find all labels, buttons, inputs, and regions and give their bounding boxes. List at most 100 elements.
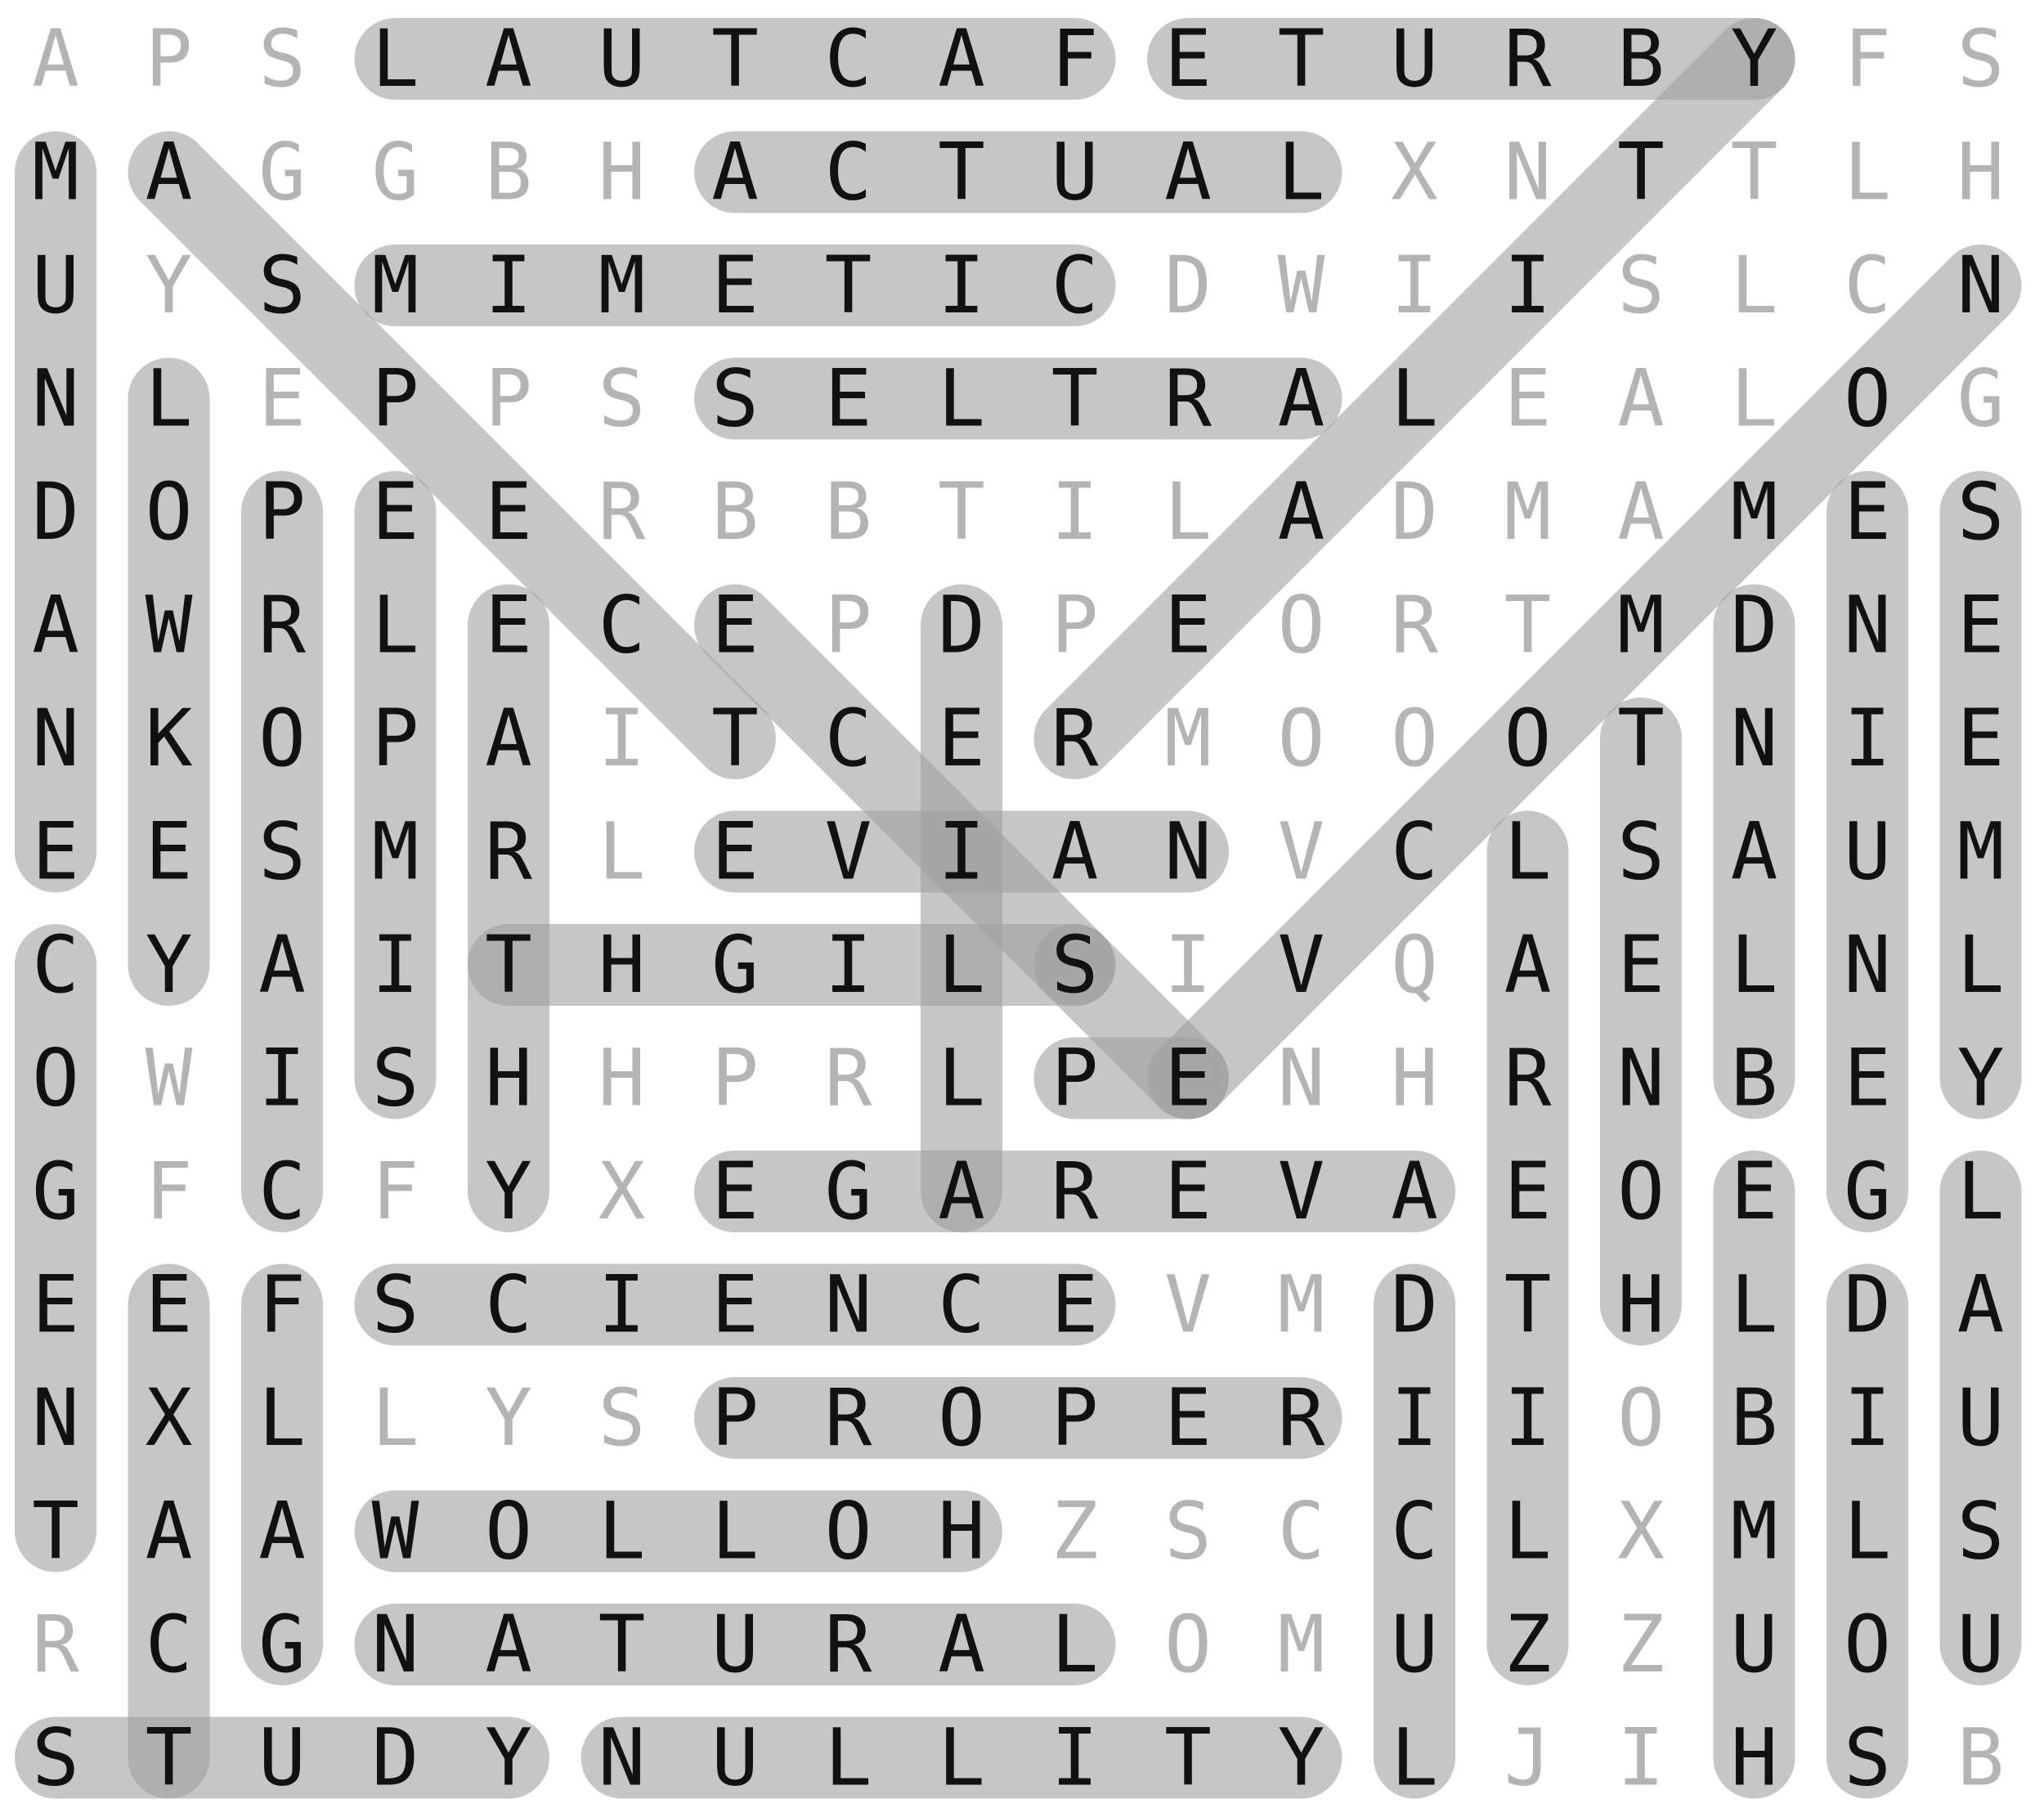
grid-cell[interactable]: L: [1844, 1486, 1891, 1577]
grid-cell[interactable]: V: [1278, 1146, 1325, 1237]
grid-cell[interactable]: E: [1844, 466, 1891, 558]
grid-cell[interactable]: A: [1391, 1146, 1438, 1237]
grid-cell[interactable]: E: [711, 1259, 759, 1351]
grid-cell[interactable]: P: [1051, 580, 1099, 671]
grid-cell[interactable]: M: [372, 806, 419, 898]
grid-cell[interactable]: O: [1844, 353, 1891, 445]
grid-cell[interactable]: M: [1957, 806, 2005, 898]
grid-cell[interactable]: G: [258, 127, 306, 218]
grid-cell[interactable]: I: [485, 240, 532, 331]
grid-cell[interactable]: D: [938, 580, 985, 671]
grid-cell[interactable]: T: [1504, 580, 1552, 671]
grid-cell[interactable]: L: [825, 1712, 872, 1804]
grid-cell[interactable]: U: [32, 240, 79, 331]
grid-cell[interactable]: H: [1391, 1033, 1438, 1124]
grid-cell[interactable]: T: [825, 240, 872, 331]
grid-cell[interactable]: Y: [485, 1712, 532, 1804]
grid-cell[interactable]: S: [598, 353, 646, 445]
grid-cell[interactable]: I: [1051, 466, 1099, 558]
grid-cell[interactable]: E: [485, 580, 532, 671]
grid-cell[interactable]: E: [1164, 13, 1212, 105]
grid-cell[interactable]: T: [1617, 127, 1665, 218]
grid-cell[interactable]: C: [485, 1259, 532, 1351]
grid-cell[interactable]: E: [485, 466, 532, 558]
grid-cell[interactable]: S: [1957, 466, 2005, 558]
grid-cell[interactable]: L: [1731, 1259, 1778, 1351]
grid-cell[interactable]: O: [32, 1033, 79, 1124]
grid-cell[interactable]: C: [32, 919, 79, 1011]
grid-cell[interactable]: I: [1391, 240, 1438, 331]
grid-cell[interactable]: U: [711, 1712, 759, 1804]
grid-cell[interactable]: Z: [1051, 1486, 1099, 1577]
grid-cell[interactable]: E: [1051, 1259, 1099, 1351]
grid-cell[interactable]: T: [711, 693, 759, 784]
grid-cell[interactable]: E: [1504, 1146, 1552, 1237]
grid-cell[interactable]: M: [598, 240, 646, 331]
grid-cell[interactable]: E: [1504, 353, 1552, 445]
grid-cell[interactable]: F: [1844, 13, 1891, 105]
grid-cell[interactable]: E: [1164, 1146, 1212, 1237]
grid-cell[interactable]: L: [372, 13, 419, 105]
grid-cell[interactable]: L: [372, 580, 419, 671]
grid-cell[interactable]: D: [372, 1712, 419, 1804]
grid-cell[interactable]: D: [32, 466, 79, 558]
grid-cell[interactable]: N: [1164, 806, 1212, 898]
grid-cell[interactable]: C: [1391, 1486, 1438, 1577]
grid-cell[interactable]: G: [825, 1146, 872, 1237]
grid-cell[interactable]: S: [598, 1372, 646, 1464]
grid-cell[interactable]: L: [1731, 919, 1778, 1011]
grid-cell[interactable]: A: [1051, 806, 1099, 898]
grid-cell[interactable]: R: [1504, 13, 1552, 105]
grid-cell[interactable]: L: [1051, 1599, 1099, 1690]
grid-cell[interactable]: C: [825, 13, 872, 105]
grid-cell[interactable]: L: [146, 353, 193, 445]
grid-cell[interactable]: L: [1504, 806, 1552, 898]
grid-cell[interactable]: T: [32, 1486, 79, 1577]
grid-cell[interactable]: R: [825, 1033, 872, 1124]
grid-cell[interactable]: T: [1731, 127, 1778, 218]
grid-cell[interactable]: X: [1617, 1486, 1665, 1577]
grid-cell[interactable]: Y: [485, 1146, 532, 1237]
grid-cell[interactable]: N: [825, 1259, 872, 1351]
grid-cell[interactable]: E: [372, 466, 419, 558]
grid-cell[interactable]: E: [1617, 919, 1665, 1011]
grid-cell[interactable]: A: [1164, 127, 1212, 218]
grid-cell[interactable]: O: [1617, 1372, 1665, 1464]
grid-cell[interactable]: S: [1844, 1712, 1891, 1804]
grid-cell[interactable]: R: [1391, 580, 1438, 671]
grid-cell[interactable]: I: [1617, 1712, 1665, 1804]
grid-cell[interactable]: S: [1164, 1486, 1212, 1577]
grid-cell[interactable]: A: [1278, 353, 1325, 445]
grid-cell[interactable]: V: [1164, 1259, 1212, 1351]
grid-cell[interactable]: W: [1278, 240, 1325, 331]
grid-cell[interactable]: N: [32, 353, 79, 445]
grid-cell[interactable]: E: [1957, 580, 2005, 671]
grid-cell[interactable]: L: [598, 806, 646, 898]
grid-cell[interactable]: C: [1391, 806, 1438, 898]
grid-cell[interactable]: T: [1164, 1712, 1212, 1804]
grid-cell[interactable]: Y: [485, 1372, 532, 1464]
grid-cell[interactable]: Q: [1391, 919, 1438, 1011]
grid-cell[interactable]: E: [32, 806, 79, 898]
grid-cell[interactable]: C: [938, 1259, 985, 1351]
grid-cell[interactable]: I: [1504, 1372, 1552, 1464]
grid-cell[interactable]: U: [1844, 806, 1891, 898]
grid-cell[interactable]: A: [1731, 806, 1778, 898]
grid-cell[interactable]: G: [711, 919, 759, 1011]
grid-cell[interactable]: A: [485, 13, 532, 105]
grid-cell[interactable]: E: [1844, 1033, 1891, 1124]
grid-cell[interactable]: P: [146, 13, 193, 105]
grid-cell[interactable]: C: [825, 693, 872, 784]
grid-cell[interactable]: A: [1617, 466, 1665, 558]
grid-cell[interactable]: M: [1731, 1486, 1778, 1577]
grid-cell[interactable]: A: [146, 1486, 193, 1577]
grid-cell[interactable]: H: [485, 1033, 532, 1124]
grid-cell[interactable]: C: [1051, 240, 1099, 331]
grid-cell[interactable]: A: [485, 693, 532, 784]
grid-cell[interactable]: O: [938, 1372, 985, 1464]
grid-cell[interactable]: M: [1731, 466, 1778, 558]
grid-cell[interactable]: D: [1844, 1259, 1891, 1351]
grid-cell[interactable]: S: [372, 1033, 419, 1124]
grid-cell[interactable]: B: [1731, 1372, 1778, 1464]
grid-cell[interactable]: S: [258, 240, 306, 331]
